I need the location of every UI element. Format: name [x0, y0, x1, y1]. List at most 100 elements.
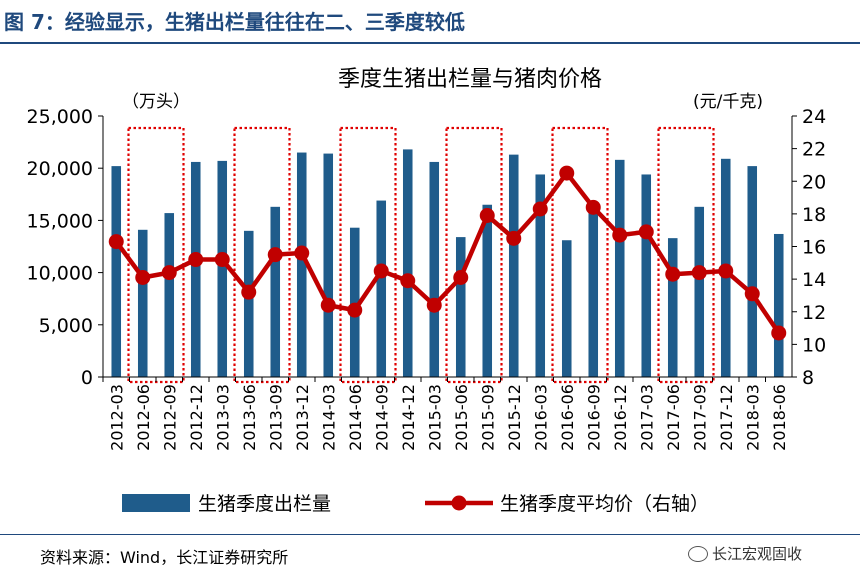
right-tick-label: 8 [802, 367, 814, 389]
price-point [771, 325, 787, 341]
right-axis-unit: (元/千克) [693, 92, 763, 112]
price-point [532, 201, 548, 217]
x-tick-label: 2015-09 [478, 384, 497, 451]
legend-bar-swatch [122, 494, 190, 512]
x-tick-label: 2015-12 [505, 384, 524, 451]
x-tick-label: 2013-12 [293, 384, 312, 451]
bar [694, 206, 705, 377]
watermark-text: 长江宏观固收 [712, 545, 803, 563]
x-tick-label: 2015-03 [425, 384, 444, 451]
x-tick-label: 2012-09 [160, 384, 179, 451]
bar [667, 238, 678, 377]
price-point [294, 245, 310, 261]
x-tick-label: 2018-06 [770, 384, 789, 451]
bar [349, 227, 360, 377]
price-point [585, 199, 601, 215]
x-tick-label: 2017-03 [637, 384, 656, 451]
price-point [718, 263, 734, 279]
price-point [135, 269, 151, 285]
price-point [426, 297, 442, 313]
right-tick-label: 10 [802, 334, 826, 356]
bar [508, 154, 519, 377]
bar [137, 229, 148, 377]
x-tick-label: 2017-09 [690, 384, 709, 451]
right-tick-label: 22 [802, 139, 826, 161]
legend: 生猪季度出栏量 生猪季度平均价（右轴） [122, 493, 709, 515]
price-point [373, 263, 389, 279]
price-point [161, 265, 177, 281]
price-point [453, 269, 469, 285]
x-tick-label: 2014-12 [399, 384, 418, 451]
bar [217, 160, 228, 377]
right-tick-label: 20 [802, 171, 826, 193]
bar [535, 174, 546, 377]
price-point [665, 266, 681, 282]
x-tick-label: 2015-06 [452, 384, 471, 451]
price-point [108, 234, 124, 250]
price-point [479, 208, 495, 224]
x-tick-label: 2017-06 [664, 384, 683, 451]
highlight-box [127, 126, 185, 384]
bar [482, 204, 493, 377]
price-point [400, 273, 416, 289]
bar [402, 149, 413, 377]
highlight-boxes [127, 126, 715, 384]
x-tick-label: 2012-06 [134, 384, 153, 451]
bar [164, 213, 175, 377]
x-tick-label: 2016-09 [584, 384, 603, 451]
price-point [638, 224, 654, 240]
x-tick-label: 2017-12 [717, 384, 736, 451]
bar [376, 200, 387, 377]
left-tick-label: 10,000 [27, 263, 93, 285]
price-point [320, 297, 336, 313]
x-tick-label: 2012-12 [187, 384, 206, 451]
source-divider [0, 534, 860, 535]
figure-caption: 图 7：经验显示，生猪出栏量往往在二、三季度较低 [4, 10, 465, 34]
highlight-box [339, 126, 397, 384]
right-tick-label: 12 [802, 302, 826, 324]
price-point [347, 302, 363, 318]
bar [111, 166, 122, 377]
left-tick-label: 25,000 [27, 106, 93, 128]
price-point [267, 247, 283, 263]
bar [455, 237, 466, 377]
bar [243, 230, 254, 377]
x-tick-label: 2014-09 [372, 384, 391, 451]
highlight-box [551, 126, 609, 384]
bar [429, 161, 440, 377]
chart-title: 季度生猪出栏量与猪肉价格 [338, 67, 602, 92]
bar [641, 174, 652, 377]
price-point [506, 230, 522, 246]
right-tick-label: 14 [802, 269, 826, 291]
price-point [214, 252, 230, 268]
bar [614, 159, 625, 377]
left-tick-label: 20,000 [27, 158, 93, 180]
chart: 季度生猪出栏量与猪肉价格 （万头） (元/千克) 0 5,000 10,000 15,… [27, 67, 827, 515]
bar [323, 153, 334, 377]
price-point [744, 286, 760, 302]
x-tick-label: 2013-09 [266, 384, 285, 451]
line-series [108, 165, 787, 341]
bar [270, 206, 281, 377]
x-tick-label: 2014-03 [319, 384, 338, 451]
x-tick-label: 2014-06 [346, 384, 365, 451]
x-tick-label: 2016-06 [558, 384, 577, 451]
bar [190, 161, 201, 377]
x-tick-label: 2013-06 [240, 384, 259, 451]
right-tick-label: 16 [802, 237, 826, 259]
bar [296, 152, 307, 377]
x-tick-label: 2016-03 [531, 384, 550, 451]
highlight-box [445, 126, 503, 384]
axes: 0 5,000 10,000 15,000 20,000 25,000 8 10 12 14 16 1… [27, 106, 827, 451]
bar [747, 166, 758, 377]
price-point [241, 284, 257, 300]
price-point [612, 227, 628, 243]
price-point [188, 252, 204, 268]
left-tick-label: 15,000 [27, 210, 93, 232]
source-note: 资料来源：Wind，长江证券研究所 [40, 548, 289, 567]
wechat-icon [688, 545, 708, 562]
right-tick-label: 18 [802, 204, 826, 226]
bar [561, 240, 572, 377]
legend-line-label: 生猪季度平均价（右轴） [500, 493, 709, 515]
left-axis-unit: （万头） [122, 92, 190, 112]
